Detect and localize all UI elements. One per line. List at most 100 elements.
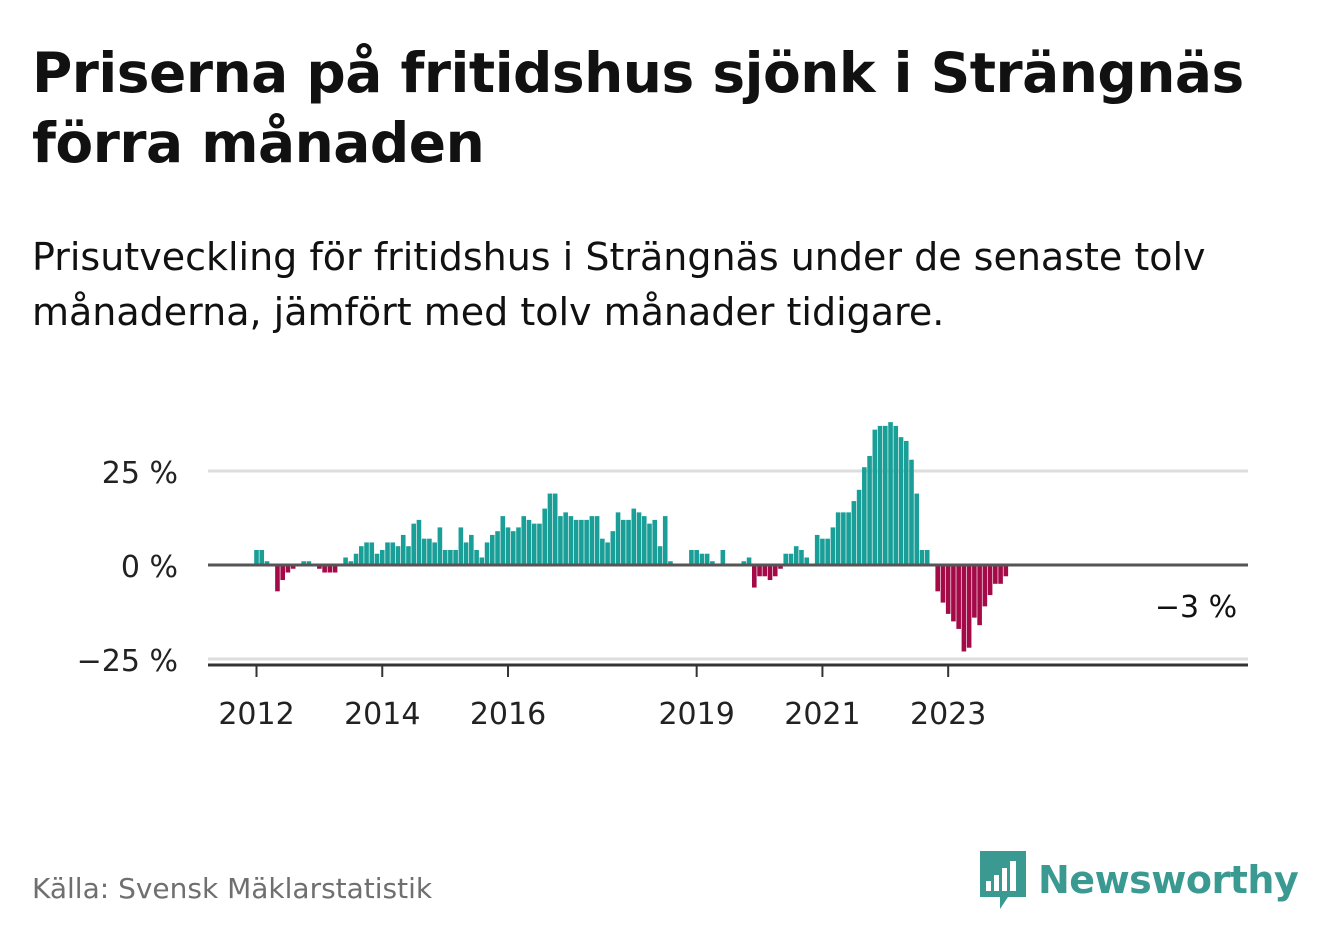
bar-chart: 25 % 0 % −25 % 2012 2014 2016 2019 2021 2023 −3… (77, 422, 1248, 732)
bar (741, 561, 747, 565)
bar (594, 516, 600, 565)
bar (505, 527, 511, 565)
bar (662, 516, 668, 565)
bar (636, 512, 642, 565)
x-axis-ticks: 2012 2014 2016 2019 2021 2023 (218, 665, 986, 732)
y-tick-label: 25 % (102, 456, 178, 491)
bar (516, 527, 521, 565)
bar (584, 519, 589, 565)
bar (327, 565, 333, 573)
bar (961, 565, 967, 652)
x-axis (208, 563, 1248, 667)
bar (385, 542, 390, 565)
bar (469, 534, 474, 565)
last-value-label: −3 % (1155, 590, 1237, 625)
y-tick-label: 0 % (121, 550, 178, 585)
bar (657, 546, 663, 565)
bar (359, 546, 364, 565)
bar (568, 516, 574, 565)
bar (421, 538, 427, 565)
bar (872, 429, 878, 565)
bar (982, 565, 988, 607)
gridlines (208, 469, 1248, 661)
bar (317, 565, 322, 569)
x-tick-label: 2012 (218, 697, 294, 732)
bar (558, 516, 563, 565)
bar (668, 561, 673, 565)
x-tick-label: 2014 (344, 697, 420, 732)
bar (888, 422, 893, 565)
bar (704, 553, 710, 565)
bar (820, 538, 825, 565)
x-tick-label: 2016 (470, 697, 546, 732)
bar (767, 565, 773, 581)
bar (919, 549, 925, 565)
bar (804, 557, 809, 565)
bar (500, 516, 506, 565)
bar (290, 565, 296, 569)
bar (993, 565, 998, 584)
bar (400, 534, 406, 565)
bar (987, 565, 993, 596)
bar (998, 565, 1003, 584)
bar (542, 508, 547, 565)
bar (495, 531, 500, 565)
bar (893, 425, 899, 565)
bar (945, 565, 951, 614)
bar (259, 549, 265, 565)
bar (364, 542, 369, 565)
bar (610, 531, 616, 565)
bar (552, 493, 558, 565)
bar (757, 565, 762, 577)
bar (762, 565, 768, 577)
brand-name: Newsworthy (1038, 858, 1299, 902)
bar (479, 557, 485, 565)
bar (694, 549, 699, 565)
bar (589, 516, 595, 565)
bar (563, 512, 568, 565)
bar (935, 565, 940, 592)
bar (474, 549, 479, 565)
bar (322, 565, 327, 573)
y-axis-ticks: 25 % 0 % −25 % (77, 456, 178, 679)
bar (521, 516, 527, 565)
bar (458, 527, 464, 565)
y-tick-label: −25 % (77, 644, 178, 679)
x-tick-label: 2019 (658, 697, 734, 732)
bar (825, 538, 830, 565)
bar (537, 523, 542, 565)
bar (432, 542, 437, 565)
bar (626, 519, 631, 565)
bar (652, 519, 658, 565)
bar (924, 549, 930, 565)
bar (851, 501, 857, 565)
bar (600, 538, 605, 565)
bar (369, 542, 375, 565)
bar (275, 565, 280, 592)
bar (914, 493, 920, 565)
bar (746, 557, 752, 565)
chart-subtitle: Prisutveckling för fritidshus i Strängnä… (32, 235, 1206, 334)
bar (877, 425, 883, 565)
annotation-background (1150, 592, 1242, 622)
bar (621, 519, 626, 565)
bar (395, 546, 401, 565)
bar (720, 549, 726, 565)
bar (867, 455, 872, 565)
bar (374, 553, 380, 565)
x-tick-label: 2023 (910, 697, 986, 732)
bar (940, 565, 946, 603)
bar (647, 523, 652, 565)
bar (966, 565, 972, 648)
bar (254, 549, 259, 565)
bar (846, 512, 851, 565)
bar (411, 523, 416, 565)
bar (306, 561, 312, 565)
bar (348, 561, 354, 565)
bar (788, 553, 794, 565)
bar (799, 549, 804, 565)
bar (699, 553, 705, 565)
bar (883, 425, 888, 565)
bar (280, 565, 285, 581)
bar (951, 565, 956, 622)
